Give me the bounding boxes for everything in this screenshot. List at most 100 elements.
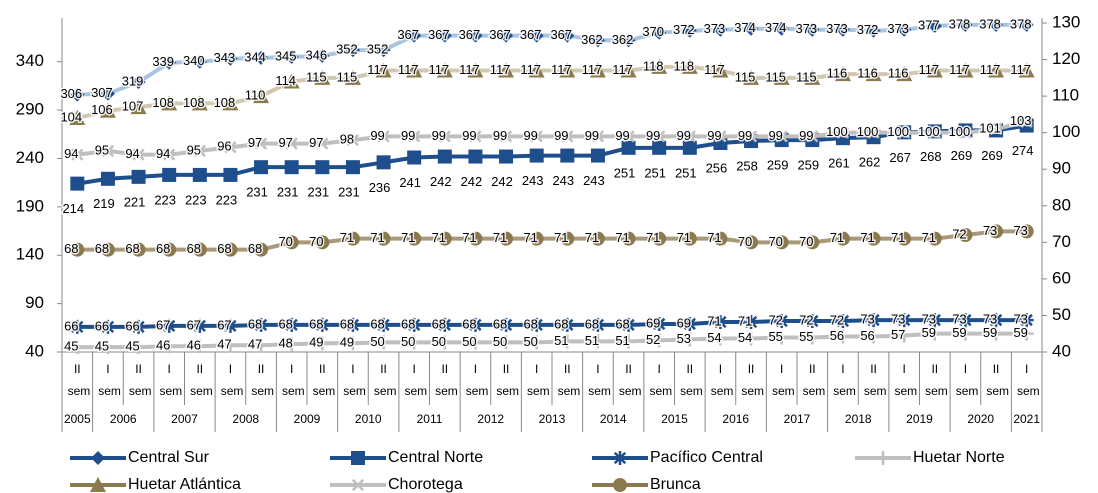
marker: [192, 318, 207, 333]
marker: [130, 99, 147, 115]
data-label: 68: [432, 316, 446, 331]
marker: [285, 137, 298, 150]
marker: [223, 338, 238, 353]
data-label: 116: [888, 66, 909, 81]
x-tick-label: I sem: [830, 362, 856, 398]
data-label: 378: [1010, 16, 1032, 31]
data-label: 377: [918, 17, 940, 32]
marker: [836, 126, 850, 139]
marker: [590, 148, 605, 163]
series-line: [76, 64, 1027, 120]
marker: [345, 231, 360, 246]
marker: [681, 58, 698, 74]
marker: [805, 22, 820, 37]
data-label: 374: [734, 20, 756, 35]
marker: [254, 160, 269, 175]
data-label: 73: [983, 312, 997, 327]
marker: [834, 66, 851, 82]
data-label: 70: [309, 234, 323, 249]
data-label: 71: [707, 230, 721, 245]
marker: [683, 130, 696, 143]
marker: [100, 171, 115, 186]
marker: [377, 130, 390, 143]
marker: [1020, 115, 1033, 128]
marker: [652, 316, 667, 331]
data-label: 70: [738, 234, 752, 249]
data-label: 71: [891, 230, 905, 245]
data-label: 59: [922, 325, 936, 340]
data-label: 100: [826, 124, 848, 139]
data-label: 117: [551, 62, 572, 77]
marker: [590, 334, 605, 349]
marker: [865, 66, 882, 82]
x-group-label: 2015: [661, 412, 688, 426]
data-label: 55: [768, 329, 782, 344]
data-label: 118: [643, 58, 664, 73]
series: [70, 224, 1034, 257]
marker: [315, 336, 330, 351]
data-label: 117: [428, 62, 449, 77]
marker: [284, 160, 299, 175]
marker: [284, 317, 299, 332]
marker: [223, 51, 238, 66]
x-tick-label: I sem: [524, 362, 550, 398]
marker: [927, 231, 942, 246]
marker: [897, 231, 912, 246]
data-label: 262: [859, 155, 881, 170]
data-label: 118: [673, 58, 694, 73]
marker: [867, 126, 880, 139]
data-label: 339: [152, 54, 174, 69]
data-label: 68: [95, 241, 109, 256]
data-label: 231: [307, 185, 329, 200]
data-label: 50: [401, 334, 415, 349]
data-label: 68: [401, 316, 415, 331]
data-label: 306: [60, 86, 82, 101]
y2-tick-label: 90: [1052, 159, 1071, 178]
legend-label: Central Norte: [388, 449, 483, 466]
x-tick-label: II sem: [922, 362, 948, 398]
data-label: 367: [520, 27, 542, 42]
data-label: 242: [461, 174, 483, 189]
marker: [408, 130, 421, 143]
data-label: 50: [493, 334, 507, 349]
data-label: 106: [91, 102, 113, 117]
data-label: 99: [493, 128, 507, 143]
marker: [315, 160, 330, 175]
data-label: 99: [523, 128, 537, 143]
data-label: 73: [1013, 312, 1027, 327]
x-tick-label: II sem: [616, 362, 642, 398]
data-label: 344: [244, 49, 266, 64]
marker: [468, 231, 483, 246]
marker: [71, 148, 84, 161]
marker: [131, 340, 146, 355]
data-label: 269: [951, 148, 973, 163]
data-label: 51: [615, 333, 629, 348]
data-label: 117: [918, 62, 939, 77]
marker: [897, 328, 912, 343]
marker: [560, 148, 575, 163]
data-label: 68: [248, 316, 262, 331]
marker: [70, 340, 85, 355]
marker: [590, 231, 605, 246]
data-label: 71: [585, 230, 599, 245]
y-tick-label: 90: [25, 293, 44, 312]
data-label: 258: [736, 158, 758, 173]
marker: [988, 62, 1005, 78]
marker: [1019, 224, 1034, 239]
x-tick-label: I sem: [646, 362, 672, 398]
data-label: 346: [305, 47, 327, 62]
marker: [162, 167, 177, 182]
marker: [989, 122, 1003, 136]
marker: [254, 317, 269, 332]
data-label: 66: [95, 318, 109, 333]
legend-label: Brunca: [650, 476, 701, 493]
marker: [91, 451, 105, 465]
marker: [774, 314, 789, 329]
y-tick-label: 340: [16, 51, 44, 70]
marker: [315, 48, 330, 63]
data-label: 231: [246, 185, 268, 200]
marker: [70, 176, 85, 191]
data-label: 108: [183, 95, 205, 110]
marker: [101, 144, 115, 158]
data-label: 94: [125, 146, 139, 161]
